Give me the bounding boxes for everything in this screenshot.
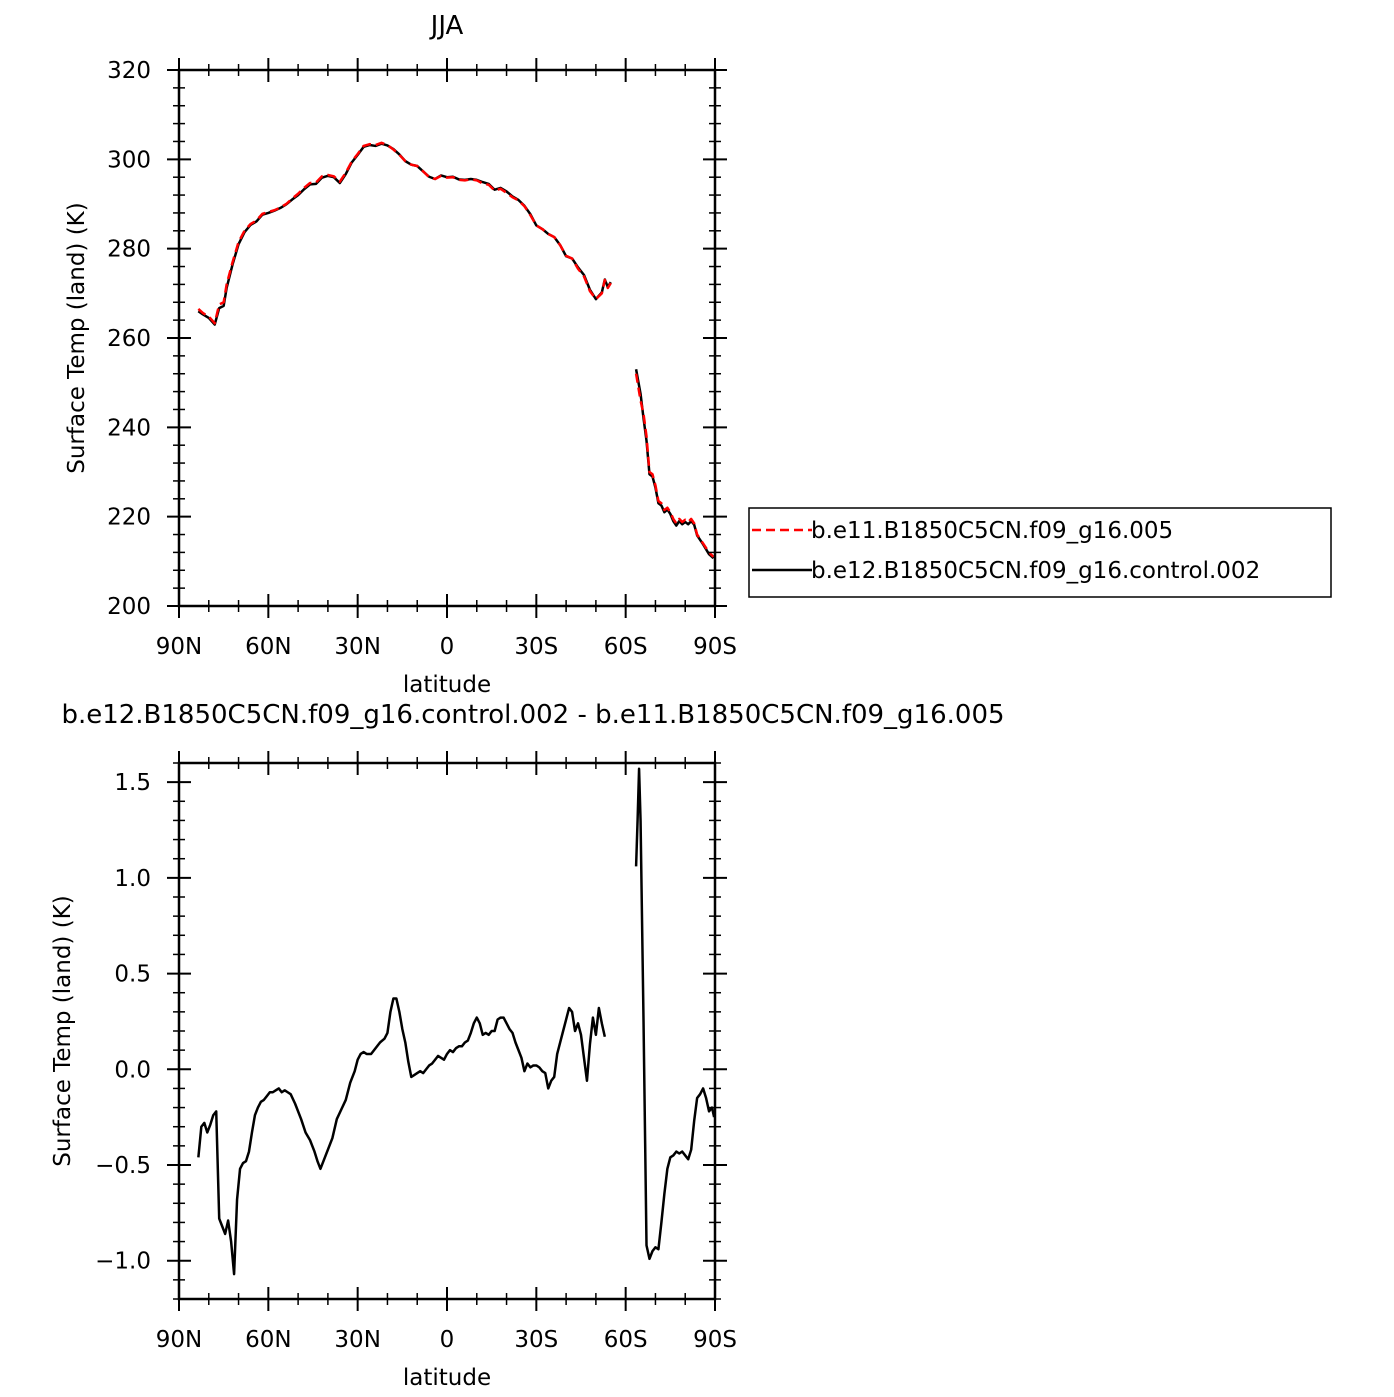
legend-box [748, 507, 1332, 598]
axis-ticks: 90N 60N 30N 0 30S 60S 90S −1.0 −0.5 0.0 0.5 1.0 1.5 [95, 751, 737, 1353]
y-tick-label: 0.0 [114, 1057, 151, 1083]
x-tick-label: 60N [245, 1327, 291, 1353]
x-tick-label: 90N [156, 634, 202, 660]
x-tick-label: 90N [156, 1327, 202, 1353]
x-tick-label: 60N [245, 634, 291, 660]
x-tick-label: 30S [514, 634, 558, 660]
series-line-solid-black-segment-1 [634, 767, 716, 1261]
series-line-solid-black-segment-0 [197, 997, 607, 1276]
y-tick-label: 280 [107, 237, 151, 263]
axis-ticks: 90N 60N 30N 0 30S 60S 90S 200 220 240 260 280 300 320 [107, 58, 737, 660]
x-tick-label: 30N [334, 634, 380, 660]
plot-frame [177, 68, 717, 608]
y-axis-label: Surface Temp (land) (K) [50, 895, 76, 1167]
legend: b.e11.B1850C5CN.f09_g16.005 b.e12.B1850C… [748, 507, 1332, 598]
y-tick-label: −1.0 [95, 1249, 151, 1275]
y-tick-label: 220 [107, 505, 151, 531]
chart-title: JJA [429, 11, 464, 41]
y-tick-label: 260 [107, 326, 151, 352]
y-tick-label: 1.0 [114, 866, 151, 892]
plot-area [197, 767, 716, 1276]
y-tick-label: 1.5 [114, 770, 151, 796]
series-line-dashed-red-segment-1 [634, 373, 715, 558]
x-tick-label: 30N [334, 1327, 380, 1353]
plot-area [197, 141, 715, 560]
x-tick-label: 0 [440, 634, 455, 660]
x-tick-label: 60S [604, 634, 648, 660]
y-tick-label: 240 [107, 415, 151, 441]
series-line-dashed-red-segment-0 [197, 141, 612, 325]
legend-label-e11: b.e11.B1850C5CN.f09_g16.005 [811, 518, 1173, 544]
temperature-chart-panel: JJA 90N 60N 30N 0 30S 60S 90S 200 220 240 260 280 30… [64, 11, 1332, 698]
x-tick-label: 90S [693, 634, 737, 660]
x-axis-label: latitude [403, 672, 491, 698]
difference-chart-panel: b.e12.B1850C5CN.f09_g16.control.002 - b.… [50, 700, 1005, 1391]
y-tick-label: 320 [107, 58, 151, 84]
plot-frame [177, 761, 717, 1301]
y-tick-label: −0.5 [95, 1153, 151, 1179]
x-tick-label: 60S [604, 1327, 648, 1353]
x-tick-label: 0 [440, 1327, 455, 1353]
chart-title: b.e12.B1850C5CN.f09_g16.control.002 - b.… [61, 700, 1004, 730]
y-axis-label: Surface Temp (land) (K) [64, 202, 90, 474]
y-tick-label: 200 [107, 594, 151, 620]
x-axis-label: latitude [403, 1365, 491, 1391]
y-tick-label: 0.5 [114, 962, 151, 988]
x-tick-label: 90S [693, 1327, 737, 1353]
legend-label-e12: b.e12.B1850C5CN.f09_g16.control.002 [811, 558, 1260, 584]
y-tick-label: 300 [107, 147, 151, 173]
x-tick-label: 30S [514, 1327, 558, 1353]
